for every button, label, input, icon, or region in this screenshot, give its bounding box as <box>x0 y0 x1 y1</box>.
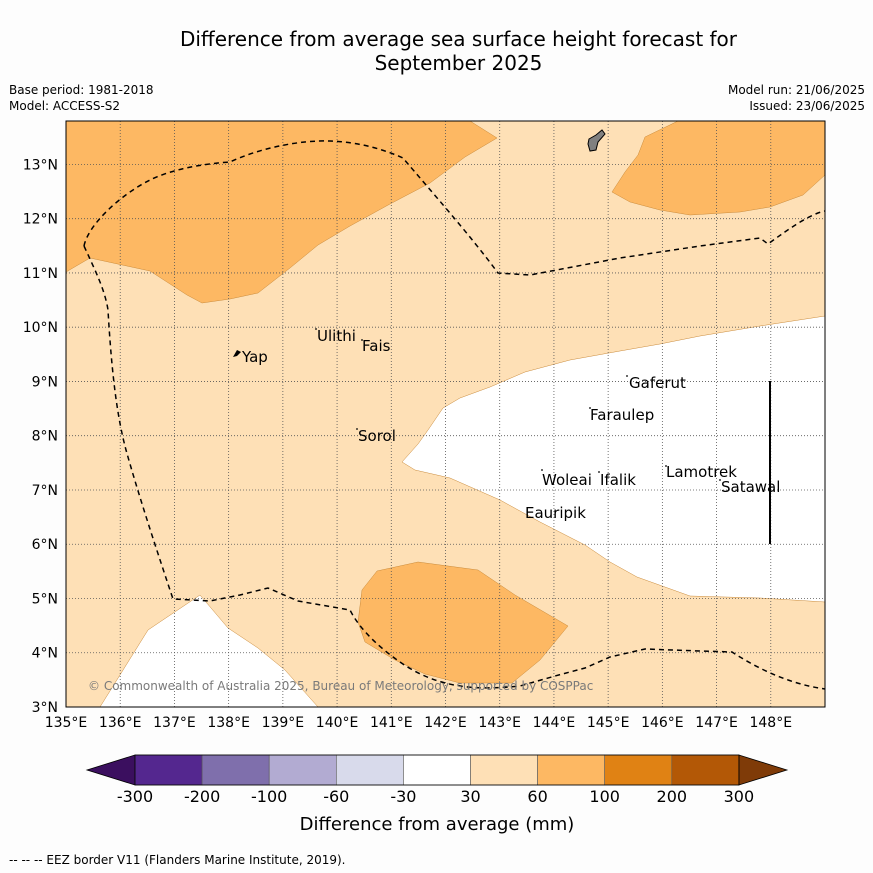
y-tick-label: 4°N <box>32 646 58 662</box>
colorbar-extend-low <box>85 754 136 786</box>
colorbar-label: 30 <box>460 787 480 806</box>
colorbar-swatches <box>85 754 789 786</box>
x-tick-label: 148°E <box>749 715 792 731</box>
eez-border <box>83 140 825 276</box>
place-dot-faraulep <box>589 407 591 409</box>
x-tick-label: 142°E <box>424 715 467 731</box>
map-gridlines <box>66 121 825 707</box>
colorbar-extend-high <box>738 754 789 786</box>
place-dots <box>315 328 721 481</box>
y-tick-label: 3°N <box>32 700 58 716</box>
x-tick-label: 144°E <box>533 715 576 731</box>
y-axis-ticks: 3°N 4°N 5°N 6°N 7°N 8°N 9°N 10°N 11°N 12°N 13°N <box>23 157 58 716</box>
x-tick-label: 143°E <box>478 715 521 731</box>
contour-orange-northeast <box>611 121 825 216</box>
meta-left: Base period: 1981-2018 Model: ACCESS-S2 <box>9 82 154 114</box>
place-dot-ulithi <box>315 328 317 330</box>
x-tick-label: 135°E <box>45 715 88 731</box>
colorbar-swatch <box>201 754 270 786</box>
colorbar-label: -200 <box>184 787 220 806</box>
colorbar-label: 200 <box>657 787 688 806</box>
eez-border-south <box>83 245 825 690</box>
place-label-yap: Yap <box>241 348 268 366</box>
copyright-notice: © Commonwealth of Australia 2025, Bureau… <box>88 679 593 693</box>
chart-title: Difference from average sea surface heig… <box>0 27 873 75</box>
issued-date: Issued: 23/06/2025 <box>749 99 865 113</box>
x-tick-label: 145°E <box>587 715 630 731</box>
colorbar-swatch <box>134 754 203 786</box>
place-dot-ifalik <box>598 471 600 473</box>
yap-island <box>233 350 241 357</box>
contour-white-east <box>401 315 825 603</box>
contour-orange-northwest <box>66 121 498 304</box>
x-tick-label: 138°E <box>207 715 250 731</box>
place-label-sorol: Sorol <box>358 427 396 445</box>
map: Yap Ulithi Fais Sorol Gaferut Faraulep W… <box>23 120 826 731</box>
y-tick-label: 5°N <box>32 591 58 607</box>
colorbar-label: 60 <box>527 787 547 806</box>
colorbar-label: 100 <box>589 787 620 806</box>
colorbar-swatch <box>403 754 471 786</box>
colorbar-label: -300 <box>117 787 153 806</box>
x-tick-label: 139°E <box>262 715 305 731</box>
place-label-ifalik: Ifalik <box>600 471 636 489</box>
x-tick-label: 146°E <box>641 715 684 731</box>
place-label-lamotrek: Lamotrek <box>666 463 737 481</box>
footer-note: -- -- -- EEZ border V11 (Flanders Marine… <box>9 853 346 867</box>
colorbar-swatch <box>604 754 673 786</box>
x-axis-ticks: 135°E 136°E 137°E 138°E 139°E 140°E 141°E 142°E… <box>45 715 792 731</box>
place-label-ulithi: Ulithi <box>317 327 356 345</box>
x-tick-label: 136°E <box>99 715 142 731</box>
place-dot-fais <box>361 339 363 341</box>
place-label-satawal: Satawal <box>721 478 780 496</box>
place-dot-lamotrek <box>665 465 667 467</box>
title-line-1: Difference from average sea surface heig… <box>179 27 738 51</box>
guam-island <box>587 129 606 152</box>
colorbar-label: -100 <box>251 787 287 806</box>
colorbar-label: 300 <box>724 787 755 806</box>
y-tick-label: 7°N <box>32 483 58 499</box>
contour-white-southwest <box>99 594 319 707</box>
place-dot-woleai <box>541 469 543 471</box>
place-label-faraulep: Faraulep <box>590 406 654 424</box>
place-label-fais: Fais <box>362 337 391 355</box>
colorbar-title: Difference from average (mm) <box>300 814 575 835</box>
place-label-gaferut: Gaferut <box>629 374 686 392</box>
y-tick-label: 11°N <box>23 266 58 282</box>
x-tick-label: 140°E <box>316 715 359 731</box>
place-dot-sorol <box>356 428 358 430</box>
model-name: Model: ACCESS-S2 <box>9 99 121 113</box>
colorbar-swatch <box>470 754 538 786</box>
colorbar-frame <box>134 754 740 786</box>
colorbar-label: -30 <box>390 787 416 806</box>
contour-orange-south <box>357 561 569 684</box>
base-period: Base period: 1981-2018 <box>9 83 154 97</box>
y-tick-label: 10°N <box>23 320 58 336</box>
place-label-eauripik: Eauripik <box>525 504 586 522</box>
y-tick-label: 12°N <box>23 212 58 228</box>
colorbar-label: -60 <box>323 787 349 806</box>
title-line-2: September 2025 <box>374 51 543 75</box>
place-dot-gaferut <box>626 375 628 377</box>
y-tick-label: 13°N <box>23 157 58 173</box>
meta-right: Model run: 21/06/2025 Issued: 23/06/2025 <box>728 82 865 114</box>
place-label-woleai: Woleai <box>542 471 592 489</box>
colorbar-swatch <box>671 754 740 786</box>
colorbar-swatch <box>268 754 337 786</box>
map-frame <box>65 120 826 708</box>
colorbar-swatch <box>537 754 605 786</box>
y-tick-label: 9°N <box>32 374 58 390</box>
colorbar-swatch <box>335 754 404 786</box>
y-tick-label: 8°N <box>32 429 58 445</box>
x-tick-label: 141°E <box>370 715 413 731</box>
model-run: Model run: 21/06/2025 <box>727 83 865 97</box>
x-tick-label: 137°E <box>153 715 196 731</box>
colorbar: -300 -200 -100 -60 -30 30 60 100 200 300 Differen… <box>85 754 789 835</box>
place-dot-satawal <box>719 479 721 481</box>
y-tick-label: 6°N <box>32 537 58 553</box>
colorbar-labels: -300 -200 -100 -60 -30 30 60 100 200 300 <box>117 787 754 806</box>
x-tick-label: 147°E <box>695 715 738 731</box>
